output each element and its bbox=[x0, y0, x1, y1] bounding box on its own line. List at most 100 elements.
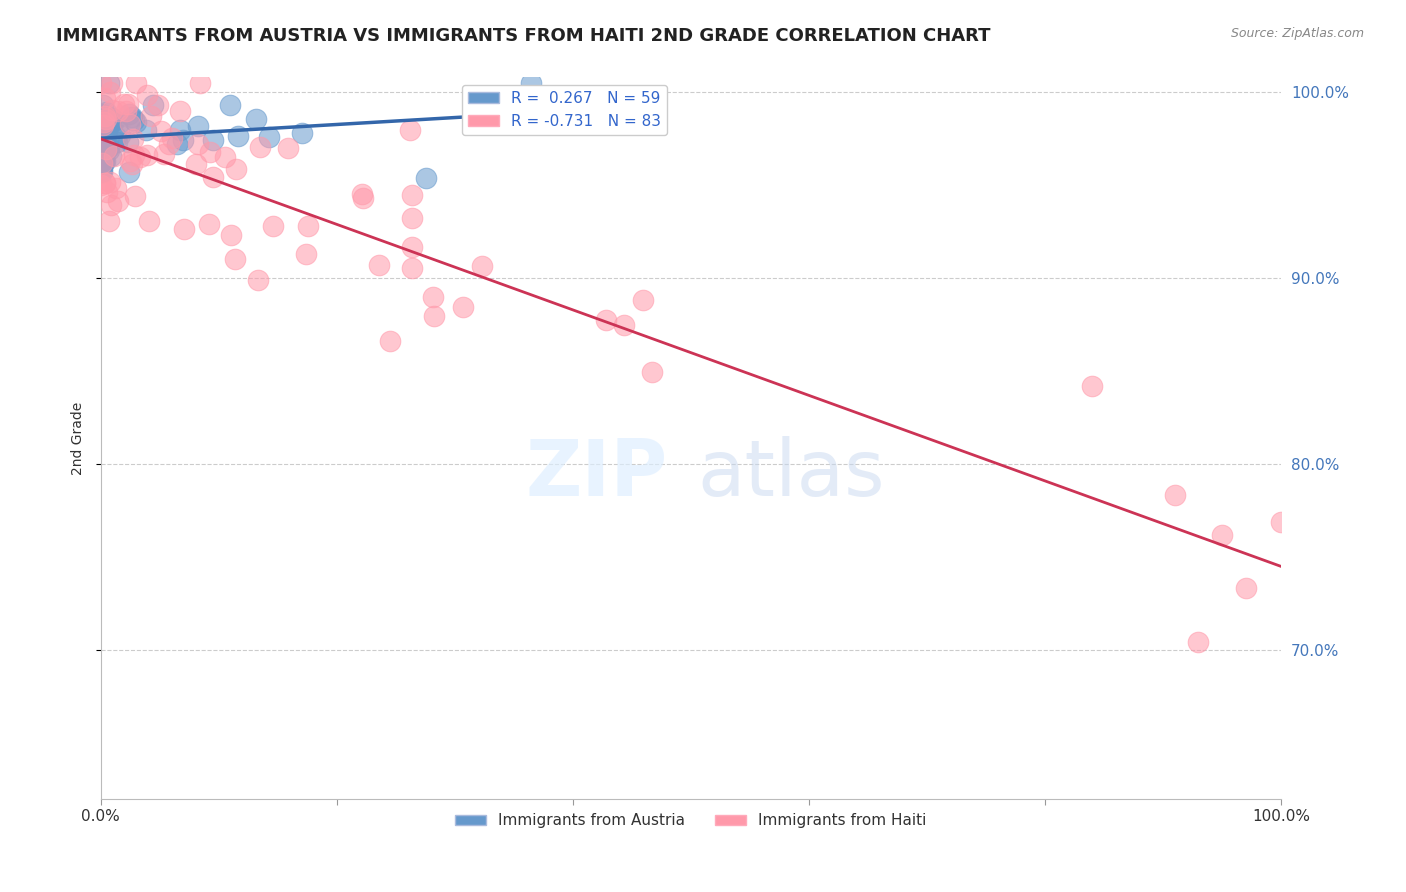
Text: atlas: atlas bbox=[697, 436, 884, 512]
Point bbox=[148, 98, 170, 112]
Point bbox=[120, 118, 142, 132]
Point bbox=[262, 219, 284, 233]
Point bbox=[91, 98, 114, 112]
Point bbox=[1164, 488, 1187, 502]
Point bbox=[149, 124, 172, 138]
Point bbox=[117, 107, 139, 121]
Point bbox=[107, 194, 129, 208]
Point bbox=[153, 146, 176, 161]
Point bbox=[93, 136, 115, 150]
Point bbox=[93, 154, 115, 169]
Point bbox=[172, 133, 194, 147]
Text: ZIP: ZIP bbox=[526, 436, 668, 512]
Point bbox=[91, 133, 114, 147]
Point bbox=[94, 133, 117, 147]
Point bbox=[188, 76, 211, 90]
Point bbox=[184, 157, 207, 171]
Text: IMMIGRANTS FROM AUSTRIA VS IMMIGRANTS FROM HAITI 2ND GRADE CORRELATION CHART: IMMIGRANTS FROM AUSTRIA VS IMMIGRANTS FR… bbox=[56, 27, 991, 45]
Point bbox=[94, 154, 117, 169]
Point bbox=[249, 140, 271, 154]
Point bbox=[453, 301, 475, 315]
Point bbox=[1270, 515, 1292, 529]
Point bbox=[423, 309, 446, 323]
Point bbox=[224, 252, 246, 267]
Point bbox=[90, 112, 112, 126]
Point bbox=[105, 136, 128, 150]
Point bbox=[259, 130, 281, 145]
Point bbox=[219, 227, 242, 242]
Point bbox=[101, 112, 124, 126]
Point bbox=[90, 153, 112, 167]
Point bbox=[225, 162, 247, 177]
Point bbox=[107, 103, 129, 118]
Point bbox=[353, 191, 375, 205]
Point bbox=[93, 152, 115, 166]
Point bbox=[100, 197, 122, 211]
Point bbox=[401, 211, 423, 225]
Point bbox=[91, 118, 114, 132]
Point bbox=[114, 103, 136, 118]
Point bbox=[100, 175, 122, 189]
Point bbox=[96, 110, 118, 124]
Point bbox=[94, 109, 117, 123]
Point bbox=[122, 112, 145, 127]
Point bbox=[136, 148, 159, 162]
Point bbox=[226, 128, 249, 143]
Point bbox=[198, 145, 221, 159]
Point bbox=[422, 290, 444, 304]
Point bbox=[142, 98, 165, 112]
Point bbox=[94, 176, 117, 190]
Point bbox=[93, 115, 115, 129]
Point bbox=[201, 169, 224, 184]
Point bbox=[121, 157, 143, 171]
Point bbox=[197, 217, 219, 231]
Point bbox=[169, 104, 191, 119]
Point bbox=[125, 76, 148, 90]
Point bbox=[136, 88, 159, 103]
Point bbox=[120, 154, 142, 169]
Point bbox=[90, 178, 112, 193]
Point bbox=[91, 125, 114, 139]
Point bbox=[103, 149, 125, 163]
Point bbox=[90, 76, 112, 90]
Point bbox=[96, 124, 118, 138]
Point bbox=[1187, 635, 1209, 649]
Point bbox=[157, 136, 180, 151]
Point bbox=[631, 293, 654, 307]
Point bbox=[91, 165, 114, 179]
Point bbox=[94, 91, 117, 105]
Point bbox=[1211, 528, 1233, 542]
Point bbox=[173, 221, 195, 235]
Point bbox=[101, 76, 124, 90]
Point bbox=[138, 214, 160, 228]
Point bbox=[401, 187, 423, 202]
Point bbox=[247, 273, 270, 287]
Point bbox=[98, 76, 121, 90]
Point bbox=[245, 112, 267, 126]
Point bbox=[98, 214, 121, 228]
Legend: Immigrants from Austria, Immigrants from Haiti: Immigrants from Austria, Immigrants from… bbox=[449, 807, 932, 835]
Point bbox=[108, 128, 131, 142]
Point bbox=[104, 181, 127, 195]
Point bbox=[91, 161, 114, 176]
Point bbox=[350, 186, 373, 201]
Point bbox=[98, 85, 121, 99]
Point bbox=[378, 334, 401, 348]
Point bbox=[187, 119, 209, 133]
Point bbox=[169, 123, 191, 137]
Point bbox=[105, 120, 128, 134]
Point bbox=[166, 136, 188, 151]
Point bbox=[135, 123, 157, 137]
Point bbox=[595, 312, 617, 326]
Point bbox=[117, 135, 139, 149]
Point bbox=[187, 137, 209, 152]
Point bbox=[91, 107, 114, 121]
Point bbox=[1081, 379, 1104, 393]
Point bbox=[98, 143, 121, 157]
Point bbox=[101, 113, 124, 128]
Point bbox=[104, 113, 127, 128]
Point bbox=[100, 149, 122, 163]
Point bbox=[94, 115, 117, 129]
Point bbox=[98, 140, 121, 154]
Point bbox=[401, 261, 423, 276]
